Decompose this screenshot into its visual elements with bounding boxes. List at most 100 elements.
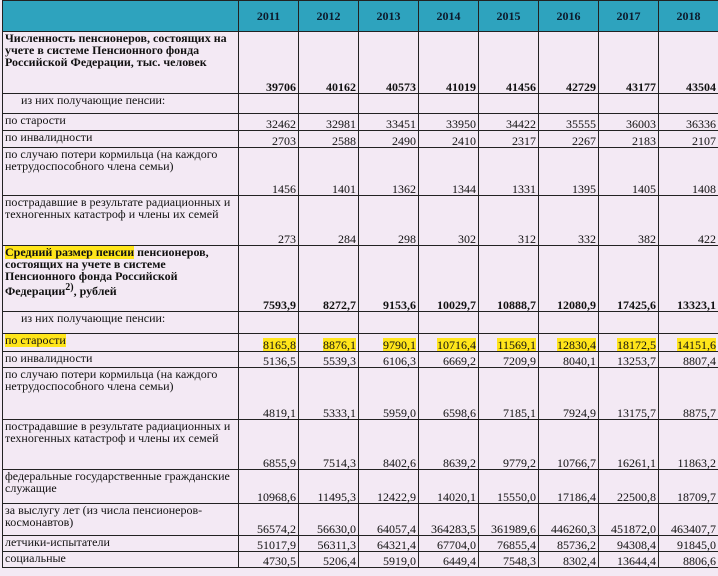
cell-value: 76855,4	[478, 535, 539, 552]
section-title-rest: пенсионеров, состоящих на учете в систем…	[5, 245, 209, 298]
cell-value: 1456	[238, 147, 299, 196]
header-corner	[2, 0, 239, 32]
year-header: 2014	[418, 0, 479, 32]
year-header: 2013	[358, 0, 419, 32]
row-label: по старости	[2, 113, 239, 131]
cell-value: 2267	[538, 130, 599, 148]
cell-value: 16261,1	[598, 419, 659, 470]
cell-value-text: 8876,1	[323, 338, 356, 352]
cell-value: 10766,7	[538, 419, 599, 470]
cell-value: 22500,8	[598, 469, 659, 504]
cell-value: 7185,1	[478, 367, 539, 420]
cell-value: 1395	[538, 147, 599, 196]
cell-value: 8875,7	[658, 367, 718, 420]
cell-value: 10968,6	[238, 469, 299, 504]
cell-value: 64057,4	[358, 503, 419, 536]
cell-value: 12830,4	[538, 333, 599, 352]
cell-value: 32462	[238, 113, 299, 131]
table-row: социальные 4730,5 5206,4 5919,0 6449,4 7…	[2, 551, 718, 568]
section-total-row-count: Численность пенсионеров, состоящих на уч…	[2, 31, 718, 94]
row-label: по инвалидности	[2, 130, 239, 148]
cell-value: 273	[238, 195, 299, 246]
cell-value: 41456	[478, 31, 539, 94]
cell-value: 33950	[418, 113, 479, 131]
section-title: Численность пенсионеров, состоящих на уч…	[2, 31, 239, 94]
table-row: пострадавшие в результате радиационных и…	[2, 195, 718, 246]
cell-value: 15550,0	[478, 469, 539, 504]
cell-value: 94308,4	[598, 535, 659, 552]
cell-value: 40573	[358, 31, 419, 94]
table-row: летчики-испытатели 51017,9 56311,3 64321…	[2, 535, 718, 552]
cell-value: 1401	[298, 147, 359, 196]
cell-value: 43504	[658, 31, 718, 94]
cell-value: 2107	[658, 130, 718, 148]
cell-value: 302	[418, 195, 479, 246]
cell-value: 312	[478, 195, 539, 246]
subheader-label: из них получающие пенсии:	[2, 311, 239, 334]
cell-value: 85736,2	[538, 535, 599, 552]
cell-value: 12422,9	[358, 469, 419, 504]
cell-value-text: 9790,1	[383, 338, 416, 352]
cell-value: 41019	[418, 31, 479, 94]
subheader-row: из них получающие пенсии:	[2, 93, 718, 114]
row-label: федеральные государственные гражданские …	[2, 469, 239, 504]
section-title: Средний размер пенсии пенсионеров, состо…	[2, 245, 239, 312]
cell-value: 5206,4	[298, 551, 359, 568]
cell-value-text: 18172,5	[617, 338, 656, 352]
cell-value: 6449,4	[418, 551, 479, 568]
cell-value: 422	[658, 195, 718, 246]
row-label: пострадавшие в результате радиационных и…	[2, 195, 239, 246]
cell-value: 2317	[478, 130, 539, 148]
row-label: по случаю потери кормильца (на каждого н…	[2, 147, 239, 196]
cell-value: 9790,1	[358, 333, 419, 352]
year-header: 2015	[478, 0, 539, 32]
cell-value: 8402,6	[358, 419, 419, 470]
cell-value: 67704,0	[418, 535, 479, 552]
cell-value-text: 8165,8	[263, 338, 296, 352]
cell-value: 2183	[598, 130, 659, 148]
cell-value: 5919,0	[358, 551, 419, 568]
cell-value: 13253,7	[598, 351, 659, 368]
table-row: за выслугу лет (из числа пенсионеров-кос…	[2, 503, 718, 536]
cell-value: 2490	[358, 130, 419, 148]
cell-value-text: 10716,4	[437, 338, 476, 352]
section-total-row-average: Средний размер пенсии пенсионеров, состо…	[2, 245, 718, 312]
cell-value: 1405	[598, 147, 659, 196]
cell-value: 10029,7	[418, 245, 479, 312]
cell-value: 2703	[238, 130, 299, 148]
cell-value: 1344	[418, 147, 479, 196]
cell-value: 56630,0	[298, 503, 359, 536]
year-header: 2012	[298, 0, 359, 32]
cell-value: 35555	[538, 113, 599, 131]
cell-value: 6106,3	[358, 351, 419, 368]
subheader-row: из них получающие пенсии:	[2, 311, 718, 334]
cell-value: 18172,5	[598, 333, 659, 352]
cell-value: 14020,1	[418, 469, 479, 504]
year-header: 2018	[658, 0, 718, 32]
cell-value: 7514,3	[298, 419, 359, 470]
cell-value: 39706	[238, 31, 299, 94]
year-header: 2011	[238, 0, 299, 32]
cell-value-text: 11569,1	[497, 338, 536, 352]
cell-value: 361989,6	[478, 503, 539, 536]
cell-value: 40162	[298, 31, 359, 94]
cell-value: 18709,7	[658, 469, 718, 504]
cell-value: 6669,2	[418, 351, 479, 368]
cell-value: 8639,2	[418, 419, 479, 470]
cell-value: 1331	[478, 147, 539, 196]
cell-value: 8806,6	[658, 551, 718, 568]
cell-value: 382	[598, 195, 659, 246]
cell-value: 10716,4	[418, 333, 479, 352]
cell-value: 1362	[358, 147, 419, 196]
section-title-tail: , рублей	[73, 284, 117, 298]
cell-value: 284	[298, 195, 359, 246]
table-row: по старости 32462 32981 33451 33950 3442…	[2, 113, 718, 131]
cell-value: 91845,0	[658, 535, 718, 552]
year-header: 2017	[598, 0, 659, 32]
cell-value: 1408	[658, 147, 718, 196]
cell-value: 13323,1	[658, 245, 718, 312]
cell-value: 17186,4	[538, 469, 599, 504]
footnote-mark: 2)	[65, 282, 74, 293]
cell-value: 8272,7	[298, 245, 359, 312]
